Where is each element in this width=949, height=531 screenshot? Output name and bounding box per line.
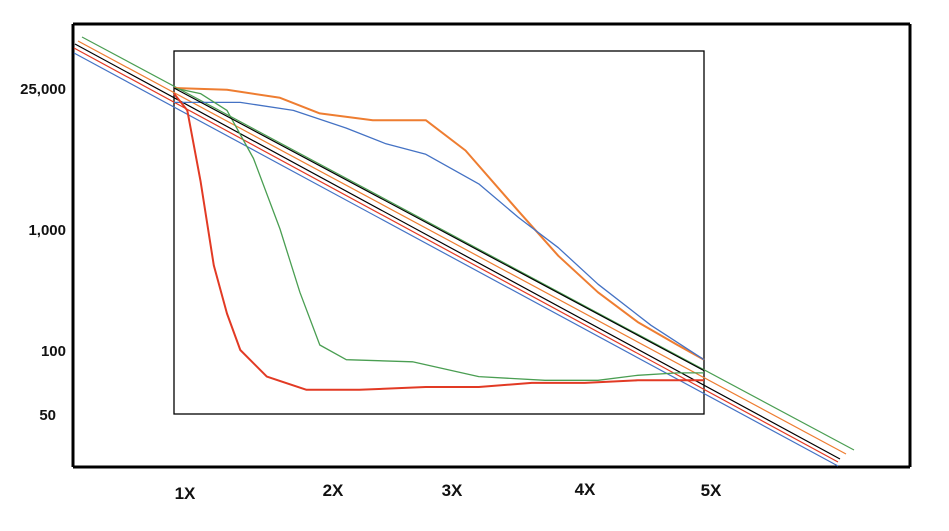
inner-plot-box	[173, 50, 705, 415]
series-line-blue	[174, 101, 705, 361]
x-tick-label: 2X	[323, 481, 344, 500]
extension-line-blue	[73, 52, 839, 467]
extension-lines	[73, 36, 855, 467]
x-tick-label: 1X	[175, 484, 196, 503]
y-axis: 25,000 1,000 100 50	[20, 81, 66, 424]
series-line-green	[173, 87, 704, 381]
series-line-orange	[173, 87, 705, 361]
y-tick-label: 1,000	[28, 222, 66, 239]
y-tick-label: 100	[41, 343, 66, 360]
outer-frame	[71, 22, 912, 469]
extension-line-green	[81, 36, 855, 451]
extension-line-black	[74, 43, 841, 460]
x-tick-label: 4X	[575, 480, 596, 499]
series-line-red	[173, 92, 704, 391]
x-tick-label: 5X	[701, 481, 722, 500]
extension-line-red	[73, 47, 839, 463]
extension-line-orange	[77, 40, 847, 455]
series-line-black	[173, 87, 705, 372]
x-axis: 1X 2X 3X 4X 5X	[175, 480, 722, 503]
y-tick-label: 50	[39, 407, 56, 424]
y-tick-label: 25,000	[20, 81, 66, 98]
series-layer	[173, 87, 705, 391]
x-tick-label: 3X	[442, 481, 463, 500]
